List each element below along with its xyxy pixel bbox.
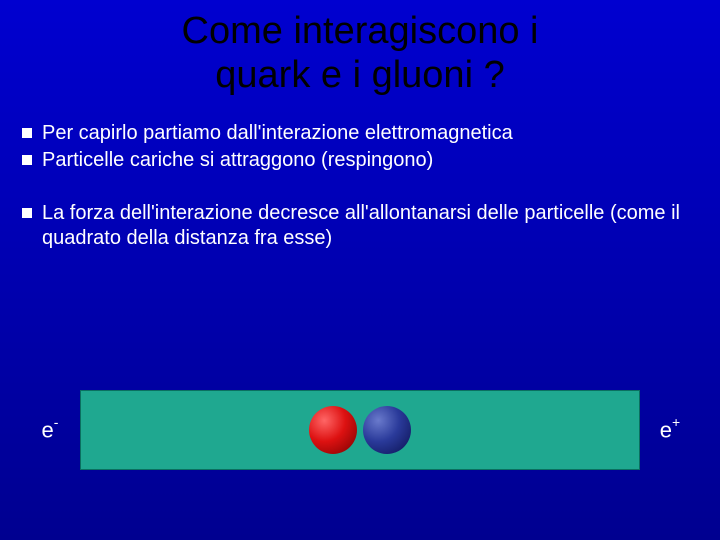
label-base: e [42,418,54,443]
bullet-marker-icon [22,208,32,218]
particle-diagram: e- e+ [0,390,720,470]
bullet-text: Particelle cariche si attraggono (respin… [42,148,698,173]
title-line-1: Come interagiscono i [182,10,539,52]
electron-label: e- [20,416,80,443]
bullet-item: Particelle cariche si attraggono (respin… [22,148,698,173]
bullet-item: La forza dell'interazione decresce all'a… [22,201,698,251]
bullet-text: La forza dell'interazione decresce all'a… [42,201,698,251]
slide-title: Come interagiscono i quark e i gluoni ? [0,0,720,97]
particle-sphere-red [309,406,357,454]
bullet-marker-icon [22,155,32,165]
label-sup: + [672,414,680,430]
bullet-item: Per capirlo partiamo dall'interazione el… [22,121,698,146]
interaction-box [80,390,640,470]
bullet-list: Per capirlo partiamo dall'interazione el… [0,97,720,251]
label-sup: - [54,414,59,430]
bullet-text: Per capirlo partiamo dall'interazione el… [42,121,698,146]
title-line-2: quark e i gluoni ? [215,54,504,96]
spacer [22,175,698,201]
bullet-marker-icon [22,128,32,138]
label-base: e [660,418,672,443]
positron-label: e+ [640,416,700,443]
particle-sphere-blue [363,406,411,454]
